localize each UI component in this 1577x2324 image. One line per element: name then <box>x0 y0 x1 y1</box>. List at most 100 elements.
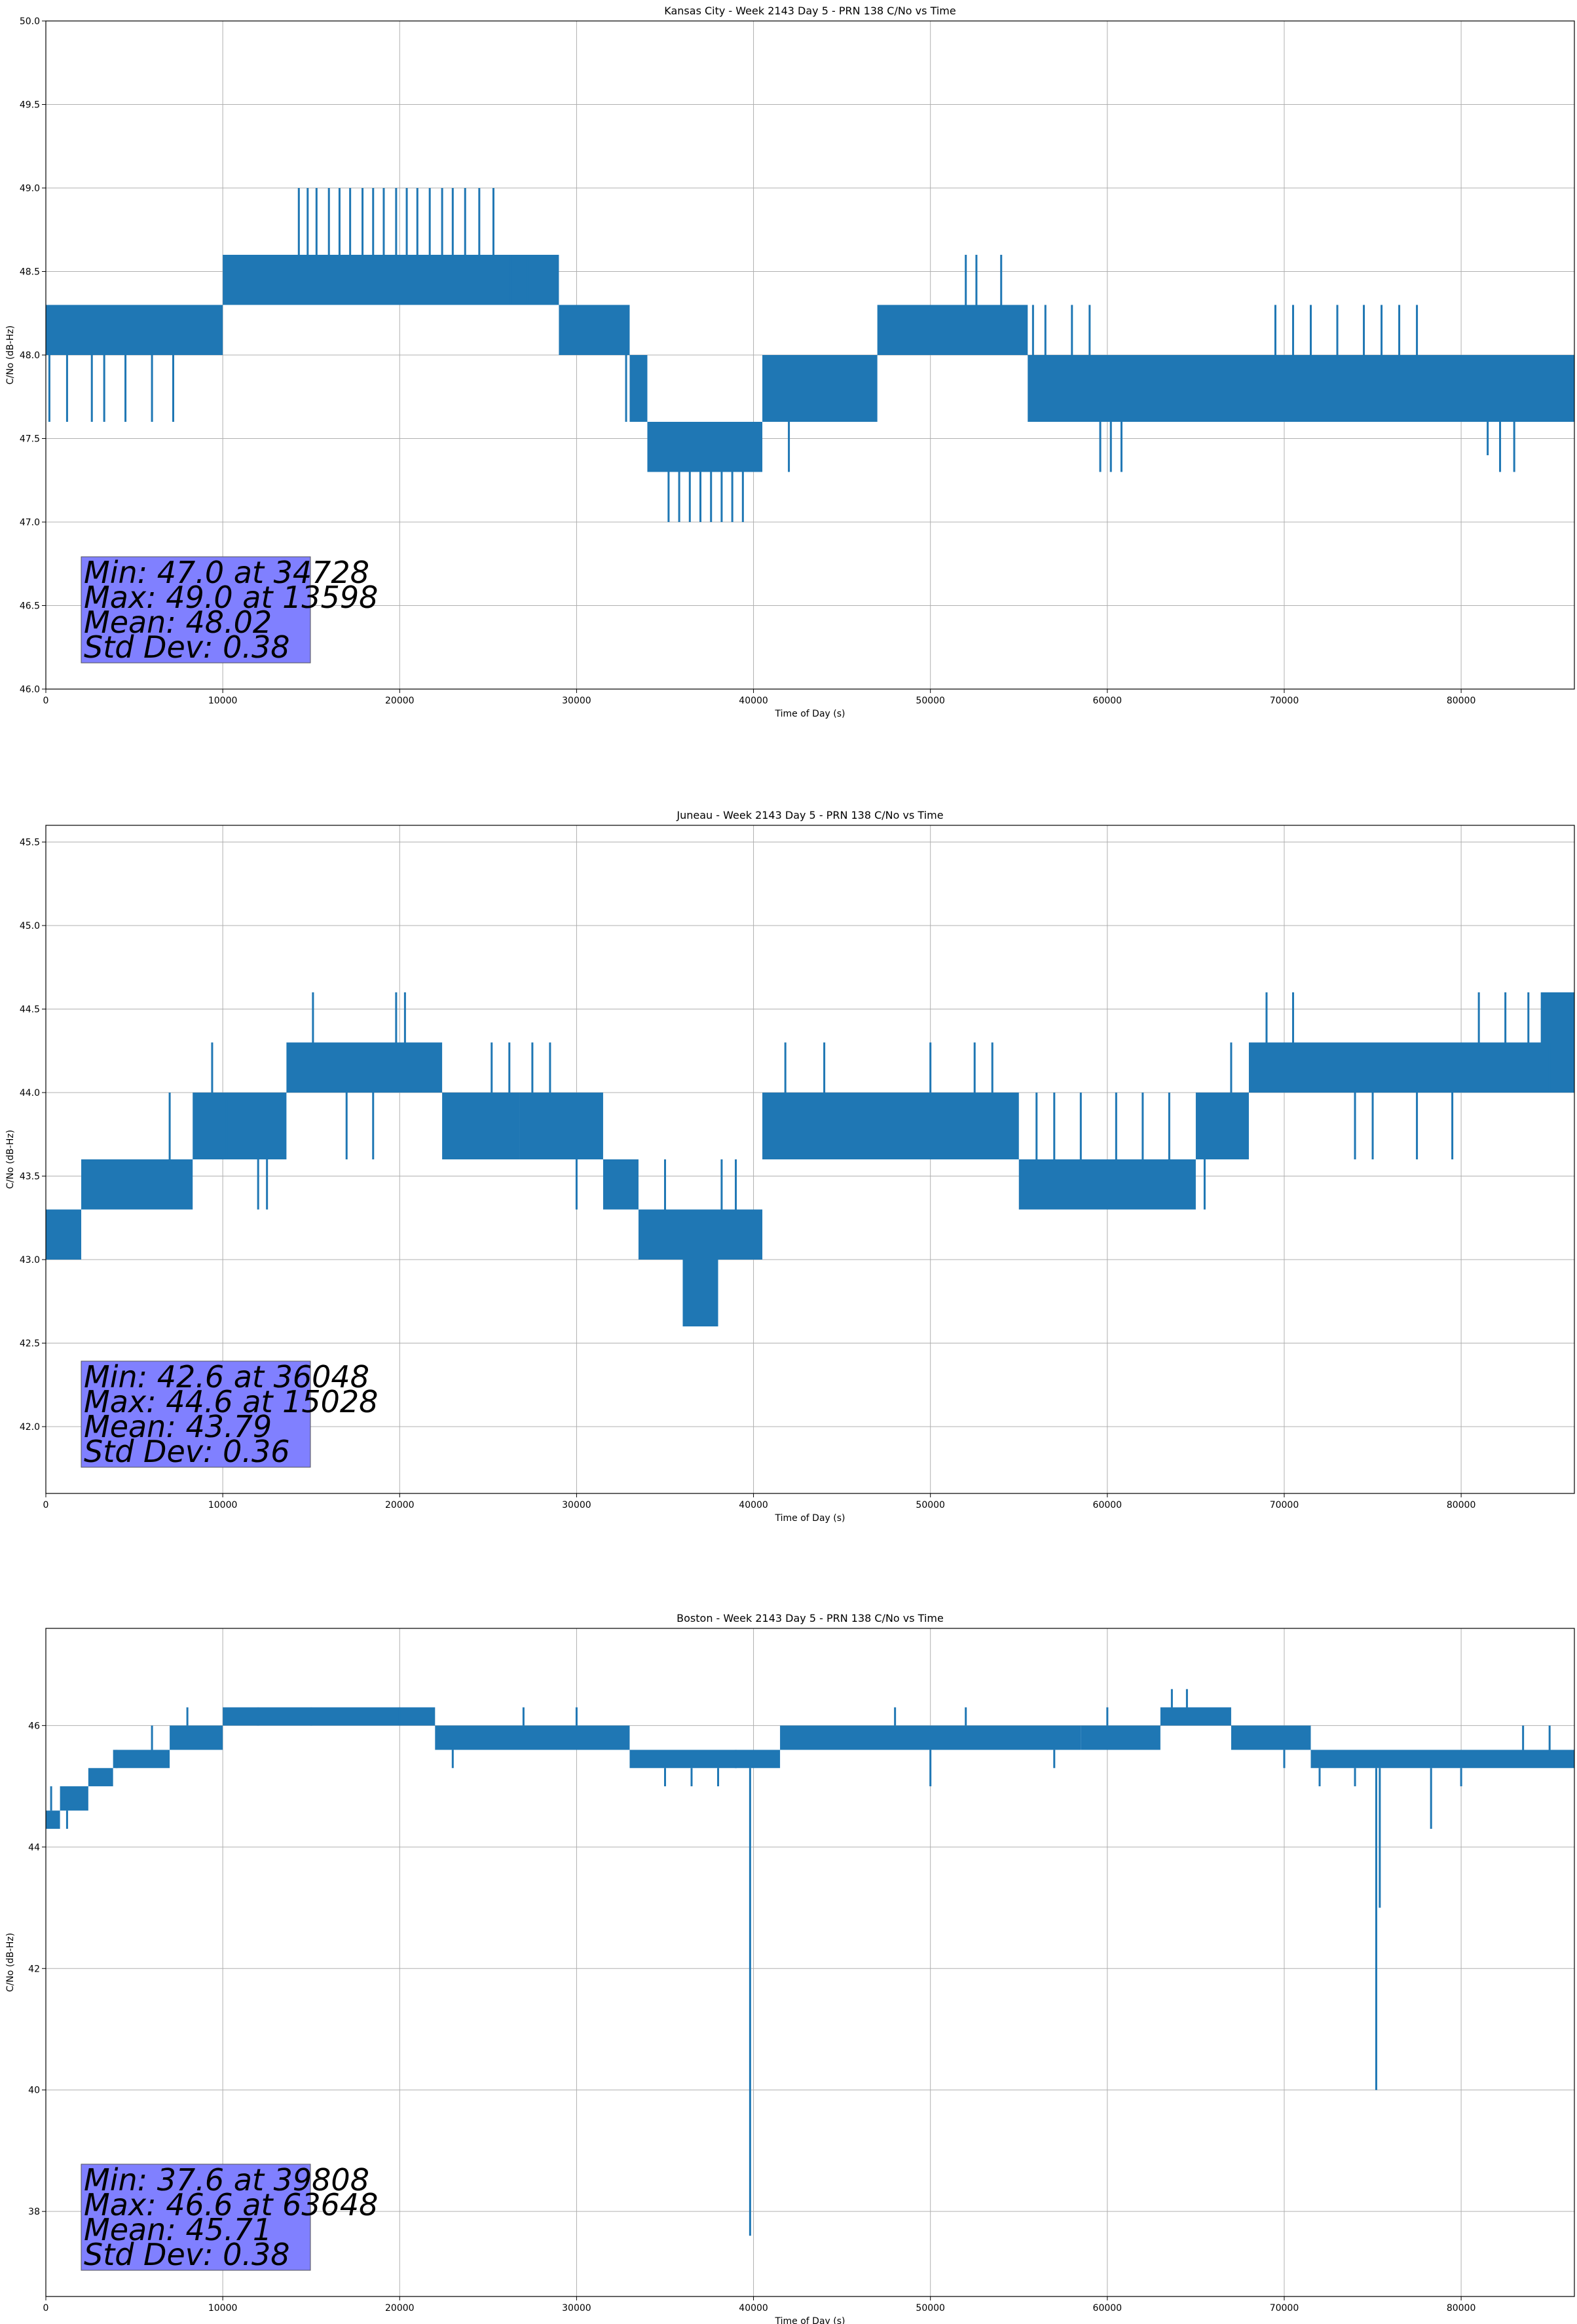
data-band <box>1018 1159 1196 1210</box>
data-band <box>81 1159 193 1210</box>
data-band <box>877 305 1028 355</box>
stats-line: Mean: 43.79 <box>84 1409 272 1444</box>
y-tick-label: 46 <box>28 1721 40 1731</box>
data-band <box>46 305 223 355</box>
stats-box <box>81 1360 311 1468</box>
y-axis-label: C/No (dB-Hz) <box>5 1933 16 1992</box>
data-band <box>629 1750 781 1769</box>
subplot-3: Boston - Week 2143 Day 5 - PRN 138 C/No … <box>5 1612 1575 2324</box>
data-band <box>629 355 648 422</box>
chart-title: Boston - Week 2143 Day 5 - PRN 138 C/No … <box>677 1612 944 1624</box>
stats-line: Std Dev: 0.38 <box>84 2237 290 2272</box>
data-band <box>193 1093 287 1159</box>
data-band <box>1540 992 1574 1043</box>
data-band <box>762 355 878 422</box>
data-band <box>223 255 559 305</box>
x-tick-label: 10000 <box>208 696 238 706</box>
y-tick-label: 47.5 <box>20 434 40 445</box>
chart-title: Kansas City - Week 2143 Day 5 - PRN 138 … <box>664 5 955 17</box>
x-tick-label: 60000 <box>1093 1500 1122 1510</box>
y-tick-label: 48.5 <box>20 267 40 278</box>
y-tick-label: 44 <box>28 1843 40 1853</box>
data-band <box>1160 1707 1231 1726</box>
y-tick-label: 40 <box>28 2086 40 2096</box>
subplot-1: Kansas City - Week 2143 Day 5 - PRN 138 … <box>5 5 1575 719</box>
stats-box <box>81 2164 311 2271</box>
data-band <box>223 1707 436 1726</box>
stats-line: Max: 44.6 at 15028 <box>84 1384 378 1419</box>
x-tick-label: 40000 <box>739 1500 768 1510</box>
x-tick-label: 30000 <box>562 696 591 706</box>
y-tick-label: 44.0 <box>20 1088 40 1098</box>
data-band <box>780 1725 1081 1750</box>
x-tick-label: 70000 <box>1270 696 1299 706</box>
y-tick-label: 45.0 <box>20 921 40 931</box>
data-band <box>682 1260 718 1326</box>
axes-frame <box>45 1628 1575 2297</box>
y-tick-label: 42.0 <box>20 1422 40 1433</box>
data-band <box>1231 1725 1311 1750</box>
x-tick-label: 20000 <box>385 2303 415 2314</box>
x-tick-label: 10000 <box>208 1500 238 1510</box>
data-band <box>1028 355 1574 422</box>
x-tick-label: 70000 <box>1270 2303 1299 2314</box>
stats-line: Min: 47.0 at 34728 <box>84 555 369 590</box>
x-axis-label: Time of Day (s) <box>775 1513 845 1524</box>
x-tick-label: 80000 <box>1447 2303 1476 2314</box>
x-tick-label: 60000 <box>1093 2303 1122 2314</box>
x-tick-label: 10000 <box>208 2303 238 2314</box>
chart-title: Juneau - Week 2143 Day 5 - PRN 138 C/No … <box>676 809 943 821</box>
data-band <box>60 1786 88 1811</box>
y-tick-label: 46.5 <box>20 601 40 612</box>
y-tick-label: 44.5 <box>20 1005 40 1015</box>
data-band <box>519 1093 603 1159</box>
data-band <box>762 1093 1019 1159</box>
stats-line: Std Dev: 0.38 <box>84 629 290 665</box>
y-axis-label: C/No (dB-Hz) <box>5 1130 16 1189</box>
data-band <box>46 1810 60 1829</box>
y-tick-label: 49.5 <box>20 100 40 111</box>
data-band <box>170 1725 223 1750</box>
data-band <box>442 1093 520 1159</box>
axes-frame <box>45 825 1575 1494</box>
x-tick-label: 80000 <box>1447 696 1476 706</box>
x-tick-label: 0 <box>43 696 49 706</box>
subplot-2: Juneau - Week 2143 Day 5 - PRN 138 C/No … <box>5 809 1575 1524</box>
y-tick-label: 45.5 <box>20 838 40 848</box>
x-axis-label: Time of Day (s) <box>775 2316 845 2324</box>
data-band <box>559 305 630 355</box>
x-tick-label: 70000 <box>1270 1500 1299 1510</box>
x-tick-label: 20000 <box>385 696 415 706</box>
y-tick-label: 42.5 <box>20 1339 40 1349</box>
y-tick-label: 49.0 <box>20 183 40 194</box>
y-axis-label: C/No (dB-Hz) <box>5 326 16 384</box>
data-band <box>647 422 763 472</box>
data-band <box>88 1768 113 1787</box>
stats-line: Mean: 48.02 <box>84 605 272 640</box>
data-band <box>1081 1725 1160 1750</box>
y-tick-label: 43.5 <box>20 1172 40 1182</box>
stats-line: Std Dev: 0.36 <box>84 1434 290 1469</box>
x-tick-label: 50000 <box>916 2303 945 2314</box>
x-tick-label: 0 <box>43 2303 49 2314</box>
data-band <box>603 1159 639 1210</box>
y-tick-label: 43.0 <box>20 1255 40 1265</box>
data-band <box>1310 1750 1574 1769</box>
stats-line: Mean: 45.71 <box>84 2212 272 2247</box>
x-tick-label: 60000 <box>1093 696 1122 706</box>
y-tick-label: 50.0 <box>20 16 40 27</box>
y-tick-label: 46.0 <box>20 684 40 695</box>
x-tick-label: 0 <box>43 1500 49 1510</box>
data-band <box>435 1725 630 1750</box>
x-tick-label: 80000 <box>1447 1500 1476 1510</box>
x-tick-label: 50000 <box>916 696 945 706</box>
stats-line: Min: 42.6 at 36048 <box>84 1359 369 1395</box>
stats-box <box>81 556 311 664</box>
stats-line: Max: 49.0 at 13598 <box>84 580 378 615</box>
y-tick-label: 38 <box>28 2207 40 2217</box>
x-tick-label: 30000 <box>562 1500 591 1510</box>
x-tick-label: 40000 <box>739 2303 768 2314</box>
x-tick-label: 40000 <box>739 696 768 706</box>
data-band <box>1195 1093 1249 1159</box>
x-tick-label: 20000 <box>385 1500 415 1510</box>
